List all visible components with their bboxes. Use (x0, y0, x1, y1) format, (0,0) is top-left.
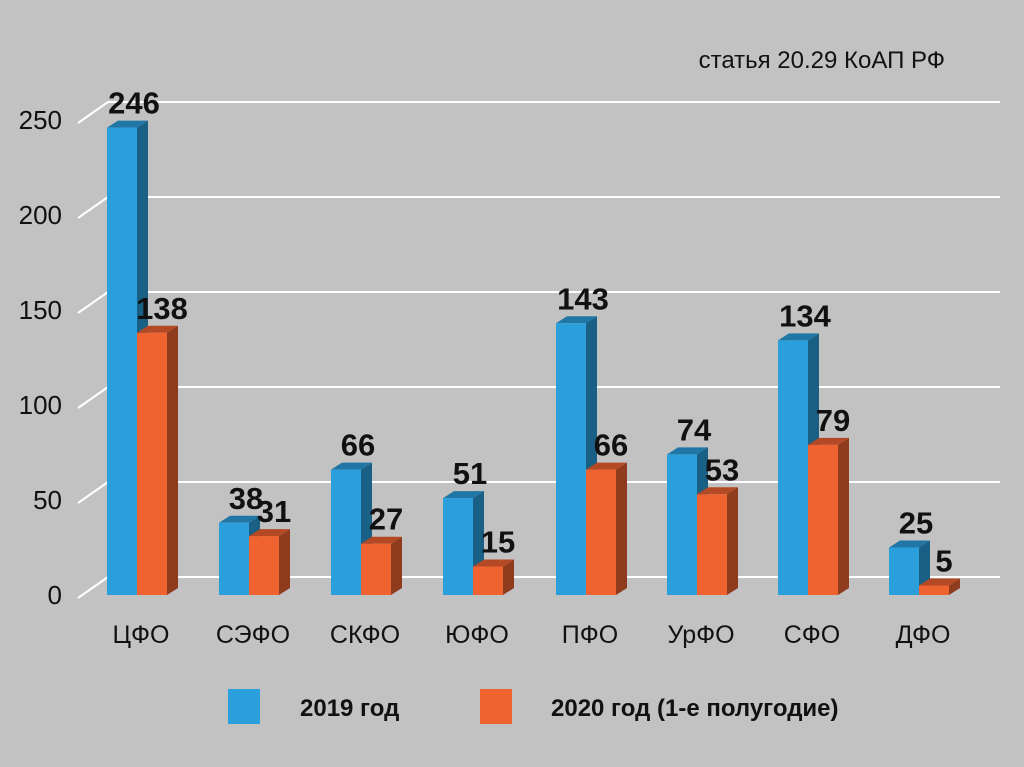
y-tick-label: 0 (48, 580, 62, 610)
bar-front (137, 332, 167, 595)
x-category-label: ДФО (896, 621, 951, 649)
bar-front (667, 454, 697, 595)
x-axis-categories: ЦФО СЭФО СКФО ЮФО ПФО УрФО СФО ДФО (113, 621, 951, 649)
data-label: 74 (677, 412, 712, 447)
bar-top (586, 462, 627, 470)
bar-front (808, 444, 838, 595)
bar-top (778, 333, 819, 341)
bar-side (727, 487, 738, 595)
bar-side (503, 559, 514, 595)
bar-front (361, 543, 391, 595)
bar-front (443, 498, 473, 595)
bar-top (443, 491, 484, 499)
data-label: 143 (557, 281, 609, 316)
x-category-label: ЦФО (113, 621, 170, 649)
bar-top (219, 515, 260, 523)
bar-top (697, 487, 738, 495)
gridline-diagonal (77, 291, 109, 314)
bar-top (137, 325, 178, 333)
bar-side (949, 578, 960, 595)
bar-front (107, 127, 137, 595)
bar-side (616, 462, 627, 595)
bar-front (697, 494, 727, 595)
bar-top (667, 447, 708, 455)
bar-front (889, 547, 919, 595)
bar-2020-6 (808, 437, 849, 595)
x-category-label: УрФО (667, 621, 734, 649)
y-tick-label: 50 (33, 485, 62, 515)
bar-top (249, 529, 290, 537)
gridline-diagonal (77, 196, 109, 219)
data-label: 66 (594, 428, 628, 463)
bar-2020-3 (473, 559, 514, 595)
bar-top (556, 316, 597, 324)
legend-label: 2019 год (300, 695, 399, 722)
gridline-diagonal (77, 576, 109, 599)
data-label: 31 (257, 494, 291, 529)
y-axis-ticks: 0 50 100 150 200 250 (19, 105, 62, 610)
bar-2020-4 (586, 462, 627, 595)
bar-top (331, 462, 372, 470)
data-label: 5 (935, 544, 952, 579)
data-label: 66 (341, 428, 375, 463)
bar-top (889, 540, 930, 548)
bar-top (473, 559, 514, 567)
x-category-label: ЮФО (445, 621, 509, 649)
data-label: 51 (453, 456, 487, 491)
bar-top (361, 536, 402, 544)
bar-side (391, 536, 402, 595)
bar-side (279, 529, 290, 595)
bar-side (838, 437, 849, 595)
bar-2020-2 (361, 536, 402, 595)
y-tick-label: 150 (19, 295, 62, 325)
bar-front (331, 469, 361, 595)
gridlines (77, 101, 1000, 599)
bar-front (556, 323, 586, 595)
x-category-label: СКФО (330, 621, 400, 649)
data-label: 53 (705, 452, 739, 487)
bar-2020-1 (249, 529, 290, 595)
gridline-diagonal (77, 481, 109, 504)
data-label: 246 (108, 86, 160, 121)
y-tick-label: 200 (19, 200, 62, 230)
bar-front (919, 585, 949, 595)
bar-front (249, 536, 279, 595)
gridline-diagonal (77, 101, 109, 124)
bar-top (919, 578, 960, 586)
data-label: 79 (816, 403, 850, 438)
legend-swatch (480, 689, 512, 724)
data-label: 15 (481, 525, 515, 560)
bar-2020-0 (137, 325, 178, 595)
bar-front (586, 469, 616, 595)
data-label: 38 (229, 481, 263, 516)
gridline-diagonal (77, 386, 109, 409)
bar-front (219, 522, 249, 595)
y-tick-label: 100 (19, 390, 62, 420)
legend: 2019 год 2020 год (1-е полугодие) (228, 689, 839, 724)
bar-top (808, 437, 849, 445)
data-label: 25 (899, 506, 933, 541)
x-category-label: СФО (784, 621, 841, 649)
bar-2020-7 (919, 578, 960, 595)
bar-2019-6 (778, 333, 819, 595)
legend-label: 2020 год (1-е полугодие) (551, 695, 839, 722)
bar-side (167, 325, 178, 595)
bar-2019-7 (889, 540, 930, 595)
bar-front (778, 340, 808, 595)
bar-2020-5 (697, 487, 738, 595)
x-category-label: ПФО (562, 621, 618, 649)
chart-title: статья 20.29 КоАП РФ (699, 47, 945, 74)
data-label: 134 (779, 298, 831, 333)
bars (107, 120, 960, 595)
y-tick-label: 250 (19, 105, 62, 135)
x-category-label: СЭФО (216, 621, 290, 649)
bar-front (473, 566, 503, 595)
bar-top (107, 120, 148, 128)
data-label: 27 (369, 502, 403, 537)
legend-swatch (228, 689, 260, 724)
data-label: 138 (136, 291, 188, 326)
